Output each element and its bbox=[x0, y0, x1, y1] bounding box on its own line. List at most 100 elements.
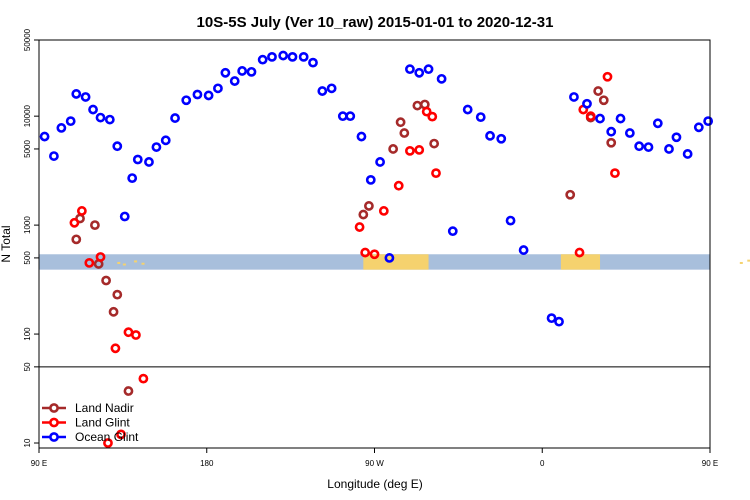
point-ocean-glint bbox=[192, 89, 203, 100]
point-ocean-glint bbox=[308, 57, 318, 68]
point-land-nadir bbox=[429, 138, 440, 149]
point-ocean-glint bbox=[119, 211, 130, 222]
point-land-nadir bbox=[123, 386, 134, 396]
point-ocean-glint bbox=[287, 51, 298, 62]
point-land-nadir bbox=[112, 289, 123, 300]
map-island bbox=[122, 263, 126, 266]
y-axis: 10 50 100 500 1000 5000 10000 50000 bbox=[23, 28, 39, 447]
point-ocean-glint bbox=[88, 104, 98, 115]
point-ocean-glint bbox=[80, 92, 91, 102]
point-ocean-glint bbox=[132, 154, 143, 165]
point-land-glint bbox=[84, 257, 95, 268]
point-land-nadir bbox=[108, 306, 119, 317]
point-ocean-glint bbox=[298, 51, 309, 62]
point-land-nadir bbox=[358, 209, 369, 220]
legend-label: Land Glint bbox=[75, 416, 130, 430]
point-ocean-glint bbox=[112, 141, 123, 152]
point-ocean-glint bbox=[229, 76, 240, 86]
legend-label: Ocean Glint bbox=[75, 430, 139, 444]
y-tick-label: 5000 bbox=[23, 140, 32, 158]
point-land-nadir bbox=[598, 95, 609, 106]
y-axis-label: N Total bbox=[0, 225, 13, 262]
point-land-glint bbox=[110, 343, 121, 354]
point-land-glint bbox=[360, 247, 371, 258]
point-ocean-glint bbox=[384, 253, 395, 263]
point-land-nadir bbox=[412, 100, 423, 111]
point-land-glint bbox=[95, 252, 106, 262]
point-ocean-glint bbox=[345, 111, 356, 122]
point-ocean-glint bbox=[606, 126, 617, 137]
map-island bbox=[747, 259, 750, 262]
point-ocean-glint bbox=[365, 174, 376, 185]
point-ocean-glint bbox=[475, 112, 486, 123]
point-ocean-glint bbox=[615, 113, 626, 124]
point-land-glint bbox=[131, 330, 141, 340]
point-ocean-glint bbox=[664, 144, 674, 154]
point-ocean-glint bbox=[181, 95, 192, 106]
point-land-glint bbox=[431, 168, 441, 179]
point-land-glint bbox=[369, 249, 380, 260]
point-ocean-glint bbox=[127, 173, 138, 184]
x-tick-label: 180 bbox=[200, 459, 214, 468]
point-ocean-glint bbox=[496, 133, 507, 144]
point-land-glint bbox=[602, 71, 613, 82]
point-ocean-glint bbox=[569, 92, 579, 102]
plot-frame bbox=[38, 39, 711, 449]
point-land-glint bbox=[138, 373, 149, 384]
point-ocean-glint bbox=[414, 67, 425, 78]
point-ocean-glint bbox=[213, 83, 223, 94]
point-ocean-glint bbox=[49, 151, 59, 161]
point-ocean-glint bbox=[39, 131, 50, 142]
legend-marker bbox=[49, 432, 59, 442]
point-ocean-glint bbox=[71, 89, 82, 99]
point-ocean-glint bbox=[203, 90, 214, 101]
data-points bbox=[39, 50, 714, 448]
map-island bbox=[117, 261, 121, 264]
point-ocean-glint bbox=[624, 128, 635, 138]
point-land-nadir bbox=[90, 220, 100, 231]
map-island bbox=[739, 261, 743, 264]
point-ocean-glint bbox=[65, 116, 76, 127]
map-band-land bbox=[117, 254, 750, 270]
point-ocean-glint bbox=[160, 135, 171, 146]
point-ocean-glint bbox=[337, 111, 348, 122]
map-island bbox=[134, 260, 138, 263]
point-land-nadir bbox=[606, 137, 617, 148]
point-ocean-glint bbox=[278, 50, 289, 61]
x-tick-label: 90 E bbox=[702, 459, 718, 468]
point-land-nadir bbox=[395, 117, 406, 128]
point-ocean-glint bbox=[582, 98, 592, 109]
point-ocean-glint bbox=[643, 142, 654, 152]
point-ocean-glint bbox=[485, 130, 495, 141]
y-tick-label: 50 bbox=[23, 362, 32, 371]
x-tick-label: 90 W bbox=[365, 459, 384, 468]
point-ocean-glint bbox=[317, 86, 328, 96]
point-ocean-glint bbox=[652, 118, 663, 129]
point-land-glint bbox=[414, 145, 425, 155]
point-land-glint bbox=[421, 106, 432, 117]
point-ocean-glint bbox=[436, 73, 447, 84]
map-band bbox=[39, 254, 750, 270]
point-ocean-glint bbox=[246, 66, 257, 77]
point-ocean-glint bbox=[447, 226, 458, 237]
point-land-glint bbox=[69, 217, 80, 228]
map-land-segment bbox=[363, 254, 429, 270]
point-land-glint bbox=[354, 222, 365, 232]
point-land-nadir bbox=[565, 189, 576, 200]
point-ocean-glint bbox=[671, 132, 682, 143]
y-tick-label: 500 bbox=[23, 251, 32, 265]
point-land-nadir bbox=[388, 144, 399, 154]
chart-title: 10S-5S July (Ver 10_raw) 2015-01-01 to 2… bbox=[197, 14, 554, 31]
x-tick-label: 90 E bbox=[31, 459, 47, 468]
point-land-nadir bbox=[593, 86, 604, 96]
point-ocean-glint bbox=[595, 113, 605, 124]
point-land-nadir bbox=[101, 275, 111, 286]
point-ocean-glint bbox=[220, 67, 231, 78]
point-ocean-glint bbox=[144, 157, 154, 167]
point-ocean-glint bbox=[104, 114, 115, 125]
point-ocean-glint bbox=[423, 64, 434, 75]
point-ocean-glint bbox=[703, 116, 714, 127]
legend-label: Land Nadir bbox=[75, 401, 134, 415]
point-land-glint bbox=[405, 145, 415, 156]
